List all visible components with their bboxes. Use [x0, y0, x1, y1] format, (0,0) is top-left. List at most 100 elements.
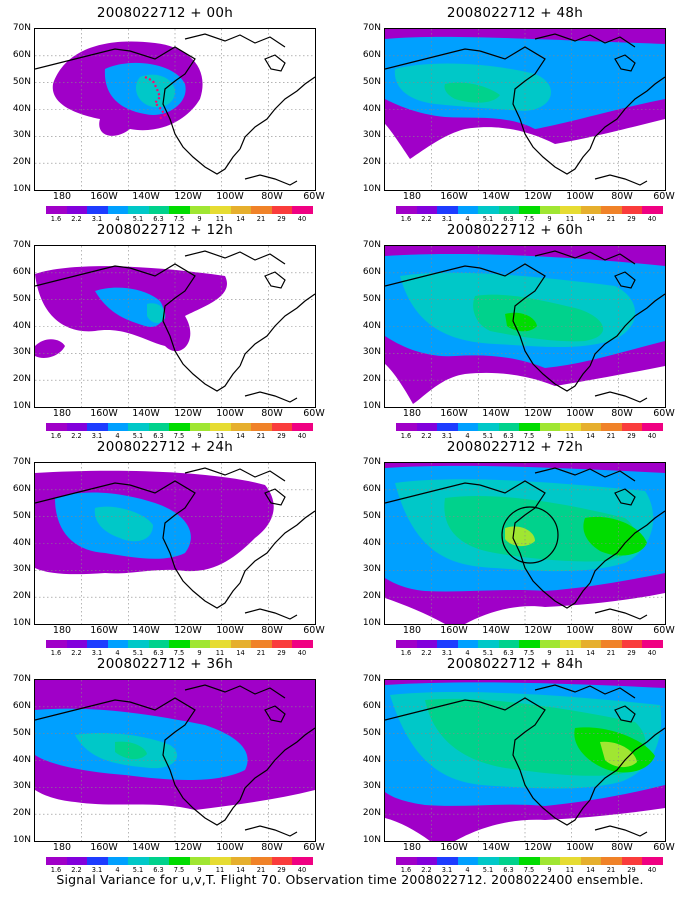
colorbar-swatch	[87, 640, 108, 648]
colorbar-label: 2.2	[71, 215, 82, 223]
variance-contour-fill	[95, 287, 165, 327]
colorbar-label: 2.2	[421, 432, 432, 440]
lon-tick-label: 180	[52, 191, 72, 202]
colorbar-label: 4	[115, 649, 120, 657]
colorbar-label: 7.5	[173, 866, 185, 874]
lon-tick-label: 140W	[482, 842, 510, 853]
coastline	[594, 608, 648, 620]
lon-tick-label: 180	[402, 191, 422, 202]
colorbar-swatch	[396, 423, 417, 431]
colorbar-label: 21	[256, 866, 266, 874]
colorbar	[396, 640, 663, 648]
coastline	[385, 699, 481, 721]
coastline	[129, 697, 241, 826]
lat-tick-label: 60N	[362, 700, 381, 711]
colorbar-swatch	[478, 857, 499, 865]
lat-tick-label: 50N	[12, 510, 31, 521]
colorbar-swatch	[601, 640, 622, 648]
coastline	[244, 608, 298, 620]
coastline	[589, 76, 665, 150]
lat-tick-label: 20N	[362, 374, 381, 385]
colorbar-swatch	[519, 423, 540, 431]
lon-tick-label: 140W	[132, 625, 160, 636]
lat-tick-label: 10N	[362, 401, 381, 411]
lon-tick-label: 60W	[303, 408, 325, 419]
colorbar-label: 21	[606, 432, 616, 440]
colorbar-swatch	[210, 423, 231, 431]
colorbar-swatch	[457, 206, 478, 214]
colorbar-label: 3.1	[91, 866, 103, 874]
figure-caption: Signal Variance for u,v,T. Flight 70. Ob…	[56, 872, 644, 887]
colorbar-label: 40	[647, 215, 657, 223]
panel-title: 2008022712 + 60h	[446, 222, 584, 238]
colorbar-label: 5.1	[132, 432, 144, 440]
colorbar-swatch	[478, 640, 499, 648]
colorbar-swatch	[396, 640, 417, 648]
colorbar-label: 40	[647, 649, 657, 657]
lon-tick-label: 140W	[482, 191, 510, 202]
variance-map	[34, 28, 316, 191]
variance-contour-fill	[505, 526, 535, 547]
coastline	[35, 699, 131, 721]
map-panel-72h: 2008022712 + 72h 70N 60N 50N 40N 30N 20N 10N 180…	[350, 439, 680, 657]
lon-tick-label: 100W	[566, 625, 594, 636]
colorbar-label: 5.1	[132, 866, 144, 874]
variance-map	[384, 28, 666, 191]
coastline	[614, 271, 636, 289]
lat-tick-label: 10N	[362, 618, 381, 628]
colorbar-label: 3.1	[441, 649, 453, 657]
colorbar-swatch	[396, 857, 417, 865]
colorbar-label: 9	[547, 432, 552, 440]
lat-tick-label: 50N	[362, 510, 381, 521]
colorbar-swatch	[560, 640, 581, 648]
coastline	[385, 265, 481, 287]
colorbar-swatch	[148, 423, 169, 431]
lon-tick-label: 80W	[611, 408, 633, 419]
variance-map	[384, 679, 666, 842]
colorbar-swatch	[230, 857, 251, 865]
colorbar-label: 9	[547, 215, 552, 223]
colorbar-swatch	[437, 857, 458, 865]
coastline	[614, 54, 636, 72]
colorbar-swatch	[251, 857, 272, 865]
lat-tick-label: 30N	[362, 347, 381, 358]
colorbar-swatch	[539, 206, 560, 214]
coastline	[479, 697, 591, 826]
map-panel-60h: 2008022712 + 60h 70N 60N 50N 40N 30N 20N 10N 180…	[350, 222, 680, 440]
colorbar-swatch	[580, 640, 601, 648]
colorbar-swatch	[230, 206, 251, 214]
lon-tick-label: 120W	[174, 625, 202, 636]
lat-tick-label: 40N	[12, 320, 31, 331]
colorbar-label: 9	[197, 432, 202, 440]
colorbar-label: 29	[277, 215, 286, 223]
coastline	[244, 391, 298, 403]
colorbar-swatch	[292, 857, 313, 865]
map-panel-0h: 2008022712 + 00h 70N 60N 50N 40N 30N 20N 10N 180…	[0, 5, 330, 223]
colorbar	[396, 206, 663, 214]
lon-tick-label: 60W	[303, 842, 325, 853]
colorbar-swatch	[128, 423, 149, 431]
colorbar-swatch	[580, 423, 601, 431]
lon-tick-label: 160W	[440, 191, 468, 202]
colorbar-label: 4	[465, 432, 470, 440]
colorbar-swatch	[66, 857, 87, 865]
lon-tick-label: 100W	[566, 191, 594, 202]
lat-tick-label: 40N	[362, 537, 381, 548]
colorbar-swatch	[148, 206, 169, 214]
colorbar-label: 2.2	[71, 432, 82, 440]
colorbar-swatch	[437, 640, 458, 648]
lat-tick-label: 50N	[12, 293, 31, 304]
lon-tick-label: 80W	[611, 842, 633, 853]
colorbar-swatch	[128, 640, 149, 648]
variance-contour-fill	[473, 294, 604, 342]
colorbar-swatch	[621, 423, 642, 431]
coastline	[385, 48, 481, 70]
coastline	[244, 825, 298, 837]
colorbar-label: 5.1	[132, 215, 144, 223]
colorbar-label: 1.6	[400, 649, 412, 657]
colorbar-label: 7.5	[173, 432, 185, 440]
colorbar-label: 29	[627, 432, 636, 440]
colorbar-label: 6.3	[503, 432, 514, 440]
colorbar-swatch	[66, 640, 87, 648]
coastline	[244, 174, 298, 186]
